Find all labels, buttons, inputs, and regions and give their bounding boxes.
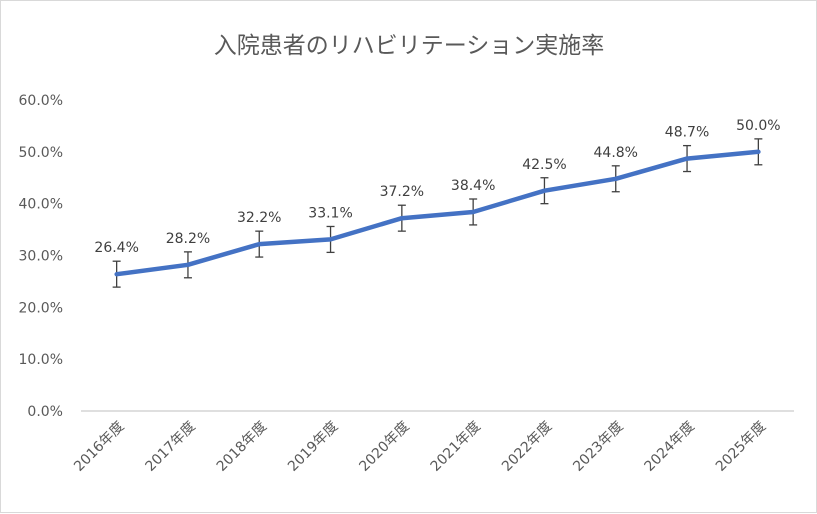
y-tick-label: 20.0% (19, 300, 63, 316)
data-label: 50.0% (736, 118, 780, 134)
x-axis-ticks: 2016年度 2017年度 2018年度 2019年度 2020年度 2021年度 2022… (71, 419, 769, 475)
data-label: 42.5% (522, 157, 566, 173)
series-line (114, 149, 761, 277)
y-axis-ticks: 0.0% 10.0% 20.0% 30.0% 40.0% 50.0% 60.0% (19, 93, 63, 420)
data-label: 38.4% (451, 178, 495, 194)
data-label: 44.8% (594, 145, 638, 161)
x-tick-label: 2019年度 (285, 419, 341, 475)
x-tick-label: 2022年度 (499, 419, 555, 475)
x-tick-label: 2025年度 (713, 419, 769, 475)
data-label: 37.2% (380, 184, 424, 200)
data-label: 33.1% (308, 205, 352, 221)
y-tick-label: 50.0% (19, 145, 63, 161)
x-tick-label: 2023年度 (570, 419, 626, 475)
x-tick-label: 2024年度 (642, 419, 698, 475)
y-tick-label: 30.0% (19, 249, 63, 265)
data-labels: 26.4% 28.2% 32.2% 33.1% 37.2% 38.4% 42.5% 44.8%… (94, 118, 780, 256)
y-tick-label: 60.0% (19, 93, 63, 109)
x-tick-label: 2018年度 (214, 419, 270, 475)
y-tick-label: 40.0% (19, 197, 63, 213)
y-tick-label: 10.0% (19, 352, 63, 368)
chart-title: 入院患者のリハビリテーション実施率 (214, 33, 605, 59)
x-tick-label: 2016年度 (71, 419, 127, 475)
data-label: 32.2% (237, 210, 281, 226)
data-label: 28.2% (166, 231, 210, 247)
x-tick-label: 2017年度 (142, 419, 198, 475)
x-tick-label: 2020年度 (356, 419, 412, 475)
y-tick-label: 0.0% (27, 404, 63, 420)
data-label: 26.4% (94, 240, 138, 256)
x-tick-label: 2021年度 (428, 419, 484, 475)
data-label: 48.7% (665, 125, 709, 141)
